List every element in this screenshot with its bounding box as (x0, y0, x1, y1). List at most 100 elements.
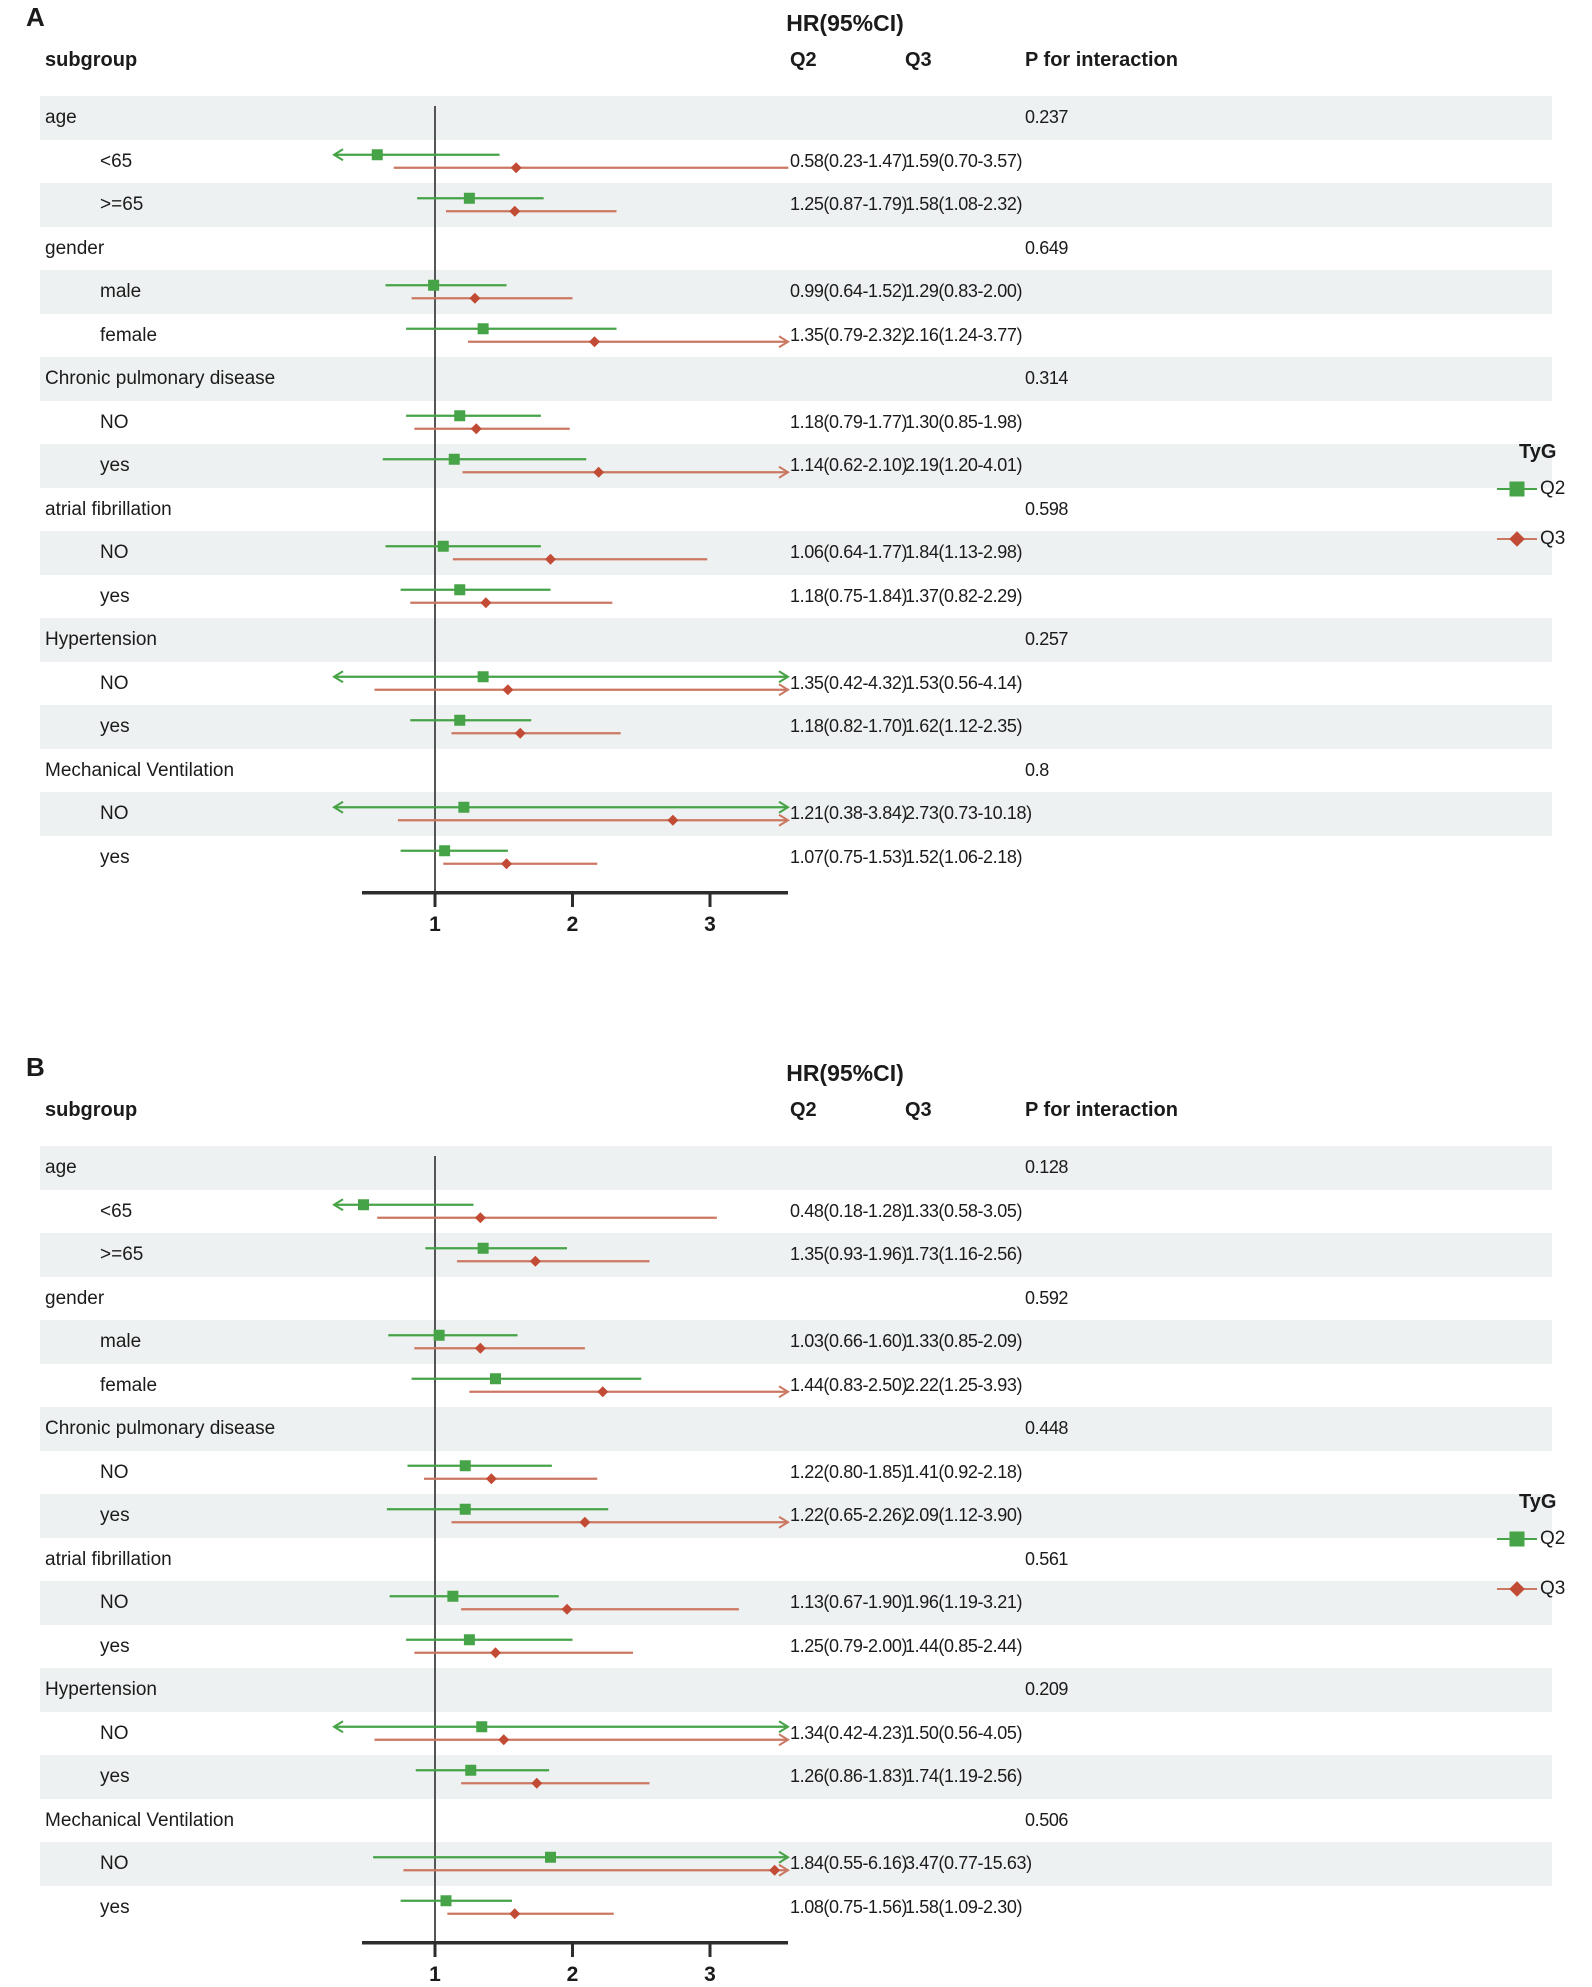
row-stripe (40, 96, 1552, 140)
legend-item-q2: Q2 (1497, 1524, 1592, 1554)
q3-value: 1.50(0.56-4.05) (905, 1722, 1023, 1743)
row-label: yes (100, 716, 130, 737)
group-label: Chronic pulmonary disease (45, 368, 276, 389)
row-label: NO (100, 1722, 129, 1744)
row-label: yes (100, 846, 130, 868)
q2-value: 0.48(0.18-1.28) (790, 1200, 908, 1221)
panel-label: A (26, 2, 45, 32)
q3-value: 1.33(0.85-2.09) (905, 1331, 1023, 1351)
row-stripe (40, 618, 1552, 662)
p-value: 0.592 (1025, 1287, 1069, 1308)
column-header-q2: Q2 (790, 1099, 817, 1121)
q2-value: 1.35(0.79-2.32) (790, 324, 908, 345)
p-value: 0.8 (1025, 759, 1049, 780)
q2-value: 1.07(0.75-1.53) (790, 846, 908, 867)
legend-line (1497, 531, 1537, 547)
p-value: 0.314 (1025, 368, 1069, 388)
row-label: <65 (100, 1200, 133, 1222)
row-label: yes (100, 1505, 130, 1526)
row-label: yes (100, 1896, 130, 1918)
group-label: Mechanical Ventilation (45, 1809, 235, 1831)
row-label: <65 (100, 150, 133, 172)
legend-title: TyG (1519, 441, 1557, 463)
q3-value: 1.30(0.85-1.98) (905, 411, 1023, 432)
q3-diamond-marker-icon (1509, 531, 1525, 547)
q3-value: 3.47(0.77-15.63) (905, 1853, 1032, 1873)
row-stripe (40, 357, 1552, 401)
q3-value: 1.59(0.70-3.57) (905, 150, 1023, 171)
row-label: NO (100, 542, 129, 563)
p-value: 0.561 (1025, 1548, 1069, 1569)
panel-label: B (26, 1052, 45, 1082)
group-label: Hypertension (45, 629, 157, 650)
q2-value: 1.25(0.79-2.00) (790, 1635, 908, 1656)
tyg-legend: TyG Q2 Q3 (1497, 441, 1592, 574)
rows-layer: age 0.237 <65 0.58(0.23-1.47) 1.59(0.70-3.57… (0, 0, 1592, 937)
row-label: NO (100, 672, 129, 694)
row-label: yes (100, 585, 130, 607)
legend-line (1497, 1531, 1537, 1547)
q3-value: 1.96(1.19-3.21) (905, 1592, 1023, 1612)
group-label: gender (45, 1287, 105, 1309)
group-label: atrial fibrillation (45, 1548, 172, 1570)
q3-value: 1.29(0.83-2.00) (905, 281, 1023, 301)
q3-value: 1.37(0.82-2.29) (905, 585, 1023, 606)
q3-value: 2.09(1.12-3.90) (905, 1505, 1023, 1525)
q2-value: 1.35(0.93-1.96) (790, 1244, 908, 1264)
group-label: Mechanical Ventilation (45, 759, 235, 781)
column-header-q2: Q2 (790, 49, 817, 71)
q2-value: 1.26(0.86-1.83) (790, 1766, 908, 1786)
row-stripe (40, 1494, 1552, 1538)
row-label: yes (100, 1635, 130, 1657)
q2-value: 1.21(0.38-3.84) (790, 803, 908, 823)
tyg-legend: TyG Q2 Q3 (1497, 1491, 1592, 1624)
row-label: NO (100, 411, 129, 433)
q3-diamond-marker-icon (1509, 1581, 1525, 1597)
group-label: atrial fibrillation (45, 498, 172, 520)
group-label: age (45, 1157, 77, 1178)
q2-value: 1.84(0.55-6.16) (790, 1853, 908, 1873)
group-label: Hypertension (45, 1679, 157, 1700)
q3-value: 2.16(1.24-3.77) (905, 324, 1023, 345)
legend-item-q3: Q3 (1497, 1574, 1592, 1604)
q2-value: 0.99(0.64-1.52) (790, 281, 908, 301)
row-label: yes (100, 455, 130, 476)
q3-value: 1.84(1.13-2.98) (905, 542, 1023, 562)
q3-value: 1.41(0.92-2.18) (905, 1461, 1023, 1482)
q2-value: 1.22(0.80-1.85) (790, 1461, 908, 1482)
p-value: 0.257 (1025, 629, 1069, 649)
group-label: age (45, 107, 77, 128)
column-header-q3: Q3 (905, 1099, 932, 1121)
row-stripe (40, 183, 1552, 227)
legend-item-q3: Q3 (1497, 524, 1592, 554)
row-label: NO (100, 1592, 129, 1613)
q2-value: 1.22(0.65-2.26) (790, 1505, 908, 1525)
panel-b: B HR(95%CI) subgroup Q2 Q3 P for interac… (0, 1050, 1592, 1987)
p-value: 0.128 (1025, 1157, 1069, 1177)
column-header-subgroup: subgroup (45, 1099, 138, 1121)
q2-value: 1.35(0.42-4.32) (790, 672, 908, 693)
row-stripe (40, 1842, 1552, 1886)
q2-value: 1.13(0.67-1.90) (790, 1592, 908, 1612)
q3-value: 2.73(0.73-10.18) (905, 803, 1032, 823)
row-stripe (40, 444, 1552, 488)
row-label: NO (100, 803, 129, 824)
column-header-p-for-interaction: P for interaction (1025, 1099, 1178, 1121)
panel-a: A HR(95%CI) subgroup Q2 Q3 P for interac… (0, 0, 1592, 937)
p-value: 0.209 (1025, 1679, 1069, 1699)
row-stripe (40, 270, 1552, 314)
q3-value: 2.22(1.25-3.93) (905, 1374, 1023, 1395)
row-stripe (40, 1668, 1552, 1712)
q2-value: 1.25(0.87-1.79) (790, 194, 908, 214)
row-label: male (100, 1331, 142, 1352)
p-value: 0.237 (1025, 107, 1069, 127)
row-label: male (100, 281, 142, 302)
q3-value: 1.44(0.85-2.44) (905, 1635, 1023, 1656)
row-stripe (40, 1320, 1552, 1364)
chart-title: HR(95%CI) (786, 10, 904, 36)
q2-value: 0.58(0.23-1.47) (790, 150, 908, 171)
row-stripe (40, 792, 1552, 836)
q2-value: 1.03(0.66-1.60) (790, 1331, 908, 1351)
row-label: NO (100, 1853, 129, 1874)
row-stripe (40, 1407, 1552, 1451)
